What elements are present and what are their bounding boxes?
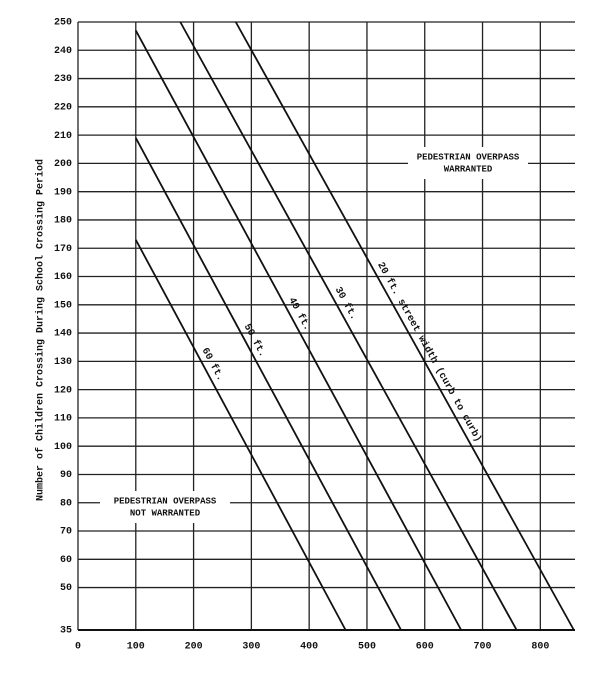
annotation: WARRANTED	[444, 164, 493, 174]
x-tick-label: 700	[474, 642, 492, 653]
y-tick-label: 150	[54, 300, 72, 311]
annotation: PEDESTRIAN OVERPASS	[417, 152, 520, 162]
y-tick-label: 100	[54, 442, 72, 453]
y-tick-label: 120	[54, 385, 72, 396]
y-tick-label: 130	[54, 357, 72, 368]
y-tick-label: 35	[60, 626, 72, 637]
y-tick-label: 230	[54, 74, 72, 85]
y-tick-label: 50	[60, 583, 72, 594]
y-tick-label: 60	[60, 555, 72, 566]
x-tick-label: 400	[300, 642, 318, 653]
x-tick-label: 500	[358, 642, 376, 653]
y-tick-label: 220	[54, 102, 72, 113]
y-tick-label: 210	[54, 131, 72, 142]
y-tick-label: 170	[54, 244, 72, 255]
y-tick-label: 90	[60, 470, 72, 481]
y-tick-label: 250	[54, 18, 72, 29]
x-tick-label: 300	[242, 642, 260, 653]
annotation-box	[408, 147, 528, 179]
y-tick-label: 240	[54, 46, 72, 57]
line	[134, 137, 402, 631]
x-tick-label: 800	[531, 642, 549, 653]
y-tick-label: 180	[54, 216, 72, 227]
line-label: 20 ft. street width (curb to curb)	[374, 260, 484, 444]
x-tick-label: 0	[75, 642, 81, 653]
y-tick-label: 190	[54, 187, 72, 198]
y-tick-label: 110	[54, 414, 72, 425]
line	[134, 239, 347, 631]
y-tick-label: 160	[54, 272, 72, 283]
annotation: PEDESTRIAN OVERPASS	[114, 496, 217, 506]
y-tick-label: 140	[54, 329, 72, 340]
x-tick-label: 600	[416, 642, 434, 653]
y-tick-label: 200	[54, 159, 72, 170]
y-axis-label: Number of Children Crossing During Schoo…	[35, 159, 47, 501]
y-tick-label: 80	[60, 498, 72, 509]
x-tick-label: 100	[127, 642, 145, 653]
y-tick-label: 70	[60, 527, 72, 538]
line	[234, 21, 575, 631]
line	[134, 30, 462, 631]
annotation-box	[100, 491, 230, 523]
x-tick-label: 200	[185, 642, 203, 653]
line	[179, 21, 518, 631]
annotation: NOT WARRANTED	[130, 508, 201, 518]
